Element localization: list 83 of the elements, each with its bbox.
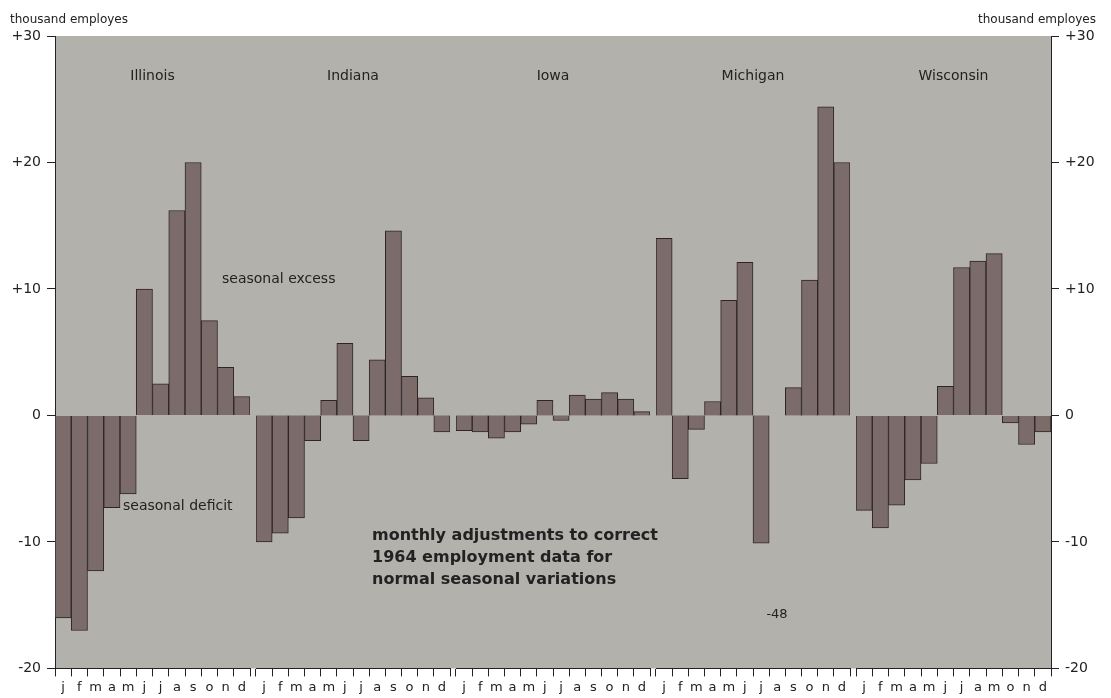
x-tick-label: n xyxy=(621,678,630,694)
x-tick-label: j xyxy=(60,678,65,694)
x-tick-label: d xyxy=(1038,678,1048,694)
x-tick-label: a xyxy=(708,678,717,694)
text: Iowa xyxy=(536,66,570,83)
x-tick-label: f xyxy=(277,678,283,694)
x-tick-label: a xyxy=(773,678,782,694)
y-tick-label: -20 xyxy=(18,659,41,676)
x-tick-label: j xyxy=(157,678,163,694)
y2-tick-label: 0 xyxy=(1065,406,1074,423)
x-tick-label: j xyxy=(342,678,347,694)
x-tick-label: m xyxy=(322,678,336,694)
x-tick-label: m xyxy=(490,678,503,694)
x-tick-label: j xyxy=(742,678,747,694)
y2-axis-title: thousand employes xyxy=(977,12,1096,27)
x-tick-label: f xyxy=(878,678,884,694)
x-tick-label: n xyxy=(221,678,230,694)
x-tick-label: d xyxy=(437,678,447,694)
x-tick-label: j xyxy=(758,678,763,694)
x-tick-label: d xyxy=(837,678,847,694)
x-tick-label: j xyxy=(958,678,964,694)
y2-tick-label: +20 xyxy=(1065,153,1095,170)
annotation: seasonal excess xyxy=(222,270,336,286)
text: Michigan xyxy=(721,66,785,83)
x-tick-label: a xyxy=(308,678,317,694)
y2-tick-label: -10 xyxy=(1065,532,1088,549)
x-tick-label: a xyxy=(908,678,917,694)
x-tick-label: f xyxy=(677,678,683,694)
x-tick-label: o xyxy=(605,678,614,694)
x-tick-label: o xyxy=(805,678,814,694)
x-tick-label: m xyxy=(290,678,303,694)
x-tick-label: f xyxy=(77,678,83,694)
annotation: monthly adjustments to correct 1964 employment data for normal seasonal variations xyxy=(372,524,658,590)
y-axis-title: thousand employes xyxy=(10,12,129,27)
x-tick-label: d xyxy=(637,678,647,694)
x-tick-label: j xyxy=(542,678,547,694)
x-tick-label: o xyxy=(1006,678,1015,694)
x-tick-label: o xyxy=(205,678,214,694)
x-tick-label: n xyxy=(821,678,830,694)
x-tick-label: a xyxy=(373,678,382,694)
x-tick-label: o xyxy=(405,678,414,694)
x-tick-label: m xyxy=(522,678,536,694)
x-tick-label: n xyxy=(421,678,430,694)
y2-tick-label: +30 xyxy=(1065,26,1095,43)
text: Wisconsin xyxy=(918,66,989,83)
y-tick-label: +20 xyxy=(11,153,41,170)
y-tick-label: 0 xyxy=(32,406,41,423)
x-tick-label: a xyxy=(107,678,116,694)
x-tick-label: j xyxy=(461,678,466,694)
x-tick-label: m xyxy=(987,678,1001,694)
x-tick-label: a xyxy=(973,678,982,694)
x-tick-label: m xyxy=(690,678,703,694)
text: Illinois xyxy=(130,66,175,83)
x-tick-label: j xyxy=(261,678,266,694)
x-tick-label: f xyxy=(477,678,483,694)
x-tick-label: s xyxy=(790,678,798,694)
x-tick-label: m xyxy=(722,678,736,694)
x-tick-label: m xyxy=(121,678,135,694)
x-tick-label: s xyxy=(590,678,598,694)
x-tick-label: j xyxy=(661,678,666,694)
text: Indiana xyxy=(327,66,379,83)
x-tick-label: j xyxy=(861,678,866,694)
annotation: -48 xyxy=(766,606,788,622)
x-tick-label: j xyxy=(558,678,563,694)
y-tick-label: -10 xyxy=(18,532,41,549)
y-tick-label: +30 xyxy=(11,26,41,43)
annotation: seasonal deficit xyxy=(123,497,233,513)
x-tick-label: j xyxy=(141,678,147,694)
y2-tick-label: +10 xyxy=(1065,279,1095,296)
x-tick-label: m xyxy=(89,678,102,694)
y2-tick-label: -20 xyxy=(1065,659,1088,676)
x-tick-label: n xyxy=(1022,678,1031,694)
x-tick-label: j xyxy=(358,678,363,694)
x-tick-label: a xyxy=(573,678,582,694)
y-tick-label: +10 xyxy=(11,279,41,296)
x-tick-label: s xyxy=(189,678,197,694)
x-tick-label: j xyxy=(942,678,948,694)
x-tick-label: m xyxy=(922,678,936,694)
x-tick-label: s xyxy=(390,678,398,694)
x-tick-label: a xyxy=(508,678,517,694)
x-tick-label: m xyxy=(890,678,903,694)
x-tick-label: d xyxy=(237,678,247,694)
x-tick-label: a xyxy=(172,678,181,694)
